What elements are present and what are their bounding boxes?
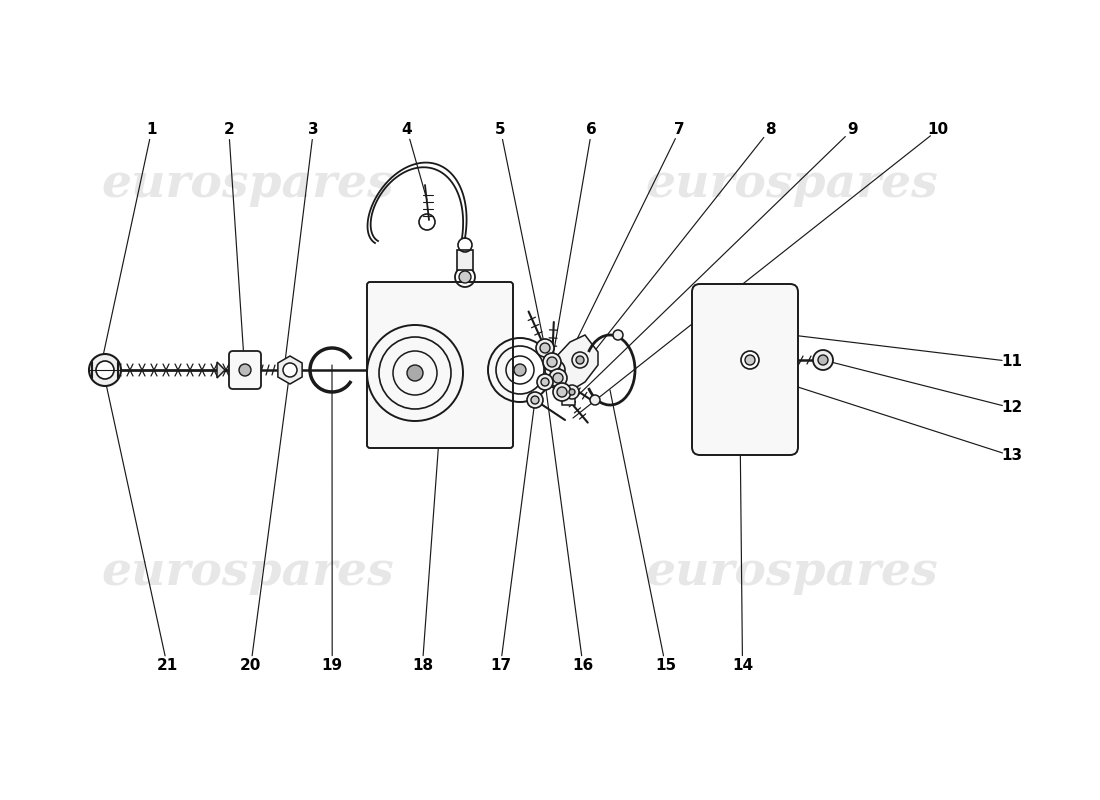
Text: 18: 18	[411, 658, 433, 673]
Circle shape	[547, 357, 557, 367]
Text: 8: 8	[764, 122, 776, 137]
Circle shape	[818, 355, 828, 365]
Circle shape	[89, 354, 121, 386]
FancyBboxPatch shape	[692, 284, 798, 455]
Circle shape	[537, 374, 553, 390]
Text: 5: 5	[495, 122, 506, 137]
Text: 2: 2	[223, 122, 234, 137]
Circle shape	[239, 364, 251, 376]
Text: 10: 10	[927, 122, 949, 137]
Circle shape	[741, 351, 759, 369]
Text: 19: 19	[321, 658, 343, 673]
Circle shape	[553, 383, 571, 401]
Circle shape	[407, 365, 424, 381]
Circle shape	[557, 387, 566, 397]
Circle shape	[459, 271, 471, 283]
Text: 7: 7	[674, 122, 685, 137]
Circle shape	[745, 355, 755, 365]
Circle shape	[572, 352, 588, 368]
Circle shape	[613, 330, 623, 340]
Text: 4: 4	[402, 122, 412, 137]
Text: eurospares: eurospares	[646, 549, 938, 595]
Circle shape	[550, 365, 560, 375]
Text: eurospares: eurospares	[646, 161, 938, 207]
Circle shape	[549, 369, 566, 387]
Circle shape	[531, 396, 539, 404]
Circle shape	[813, 350, 833, 370]
Text: 20: 20	[240, 658, 262, 673]
Circle shape	[543, 353, 561, 371]
Circle shape	[514, 364, 526, 376]
Circle shape	[565, 385, 579, 399]
Circle shape	[283, 363, 297, 377]
Bar	[456, 250, 473, 270]
FancyBboxPatch shape	[367, 282, 513, 448]
Circle shape	[576, 356, 584, 364]
Polygon shape	[556, 335, 598, 405]
Text: 12: 12	[1001, 401, 1023, 415]
Circle shape	[540, 343, 550, 353]
Text: 15: 15	[654, 658, 676, 673]
Polygon shape	[217, 362, 226, 378]
Circle shape	[96, 361, 114, 379]
Circle shape	[590, 395, 600, 405]
Text: 1: 1	[146, 122, 157, 137]
Text: eurospares: eurospares	[101, 161, 394, 207]
Text: 11: 11	[1001, 354, 1023, 369]
Circle shape	[541, 378, 549, 386]
Polygon shape	[278, 356, 303, 384]
Text: 14: 14	[732, 658, 754, 673]
Text: 6: 6	[586, 122, 597, 137]
Text: eurospares: eurospares	[101, 549, 394, 595]
Circle shape	[536, 339, 554, 357]
Text: 9: 9	[847, 122, 858, 137]
Circle shape	[569, 389, 575, 395]
Text: 3: 3	[308, 122, 319, 137]
Text: 21: 21	[156, 658, 178, 673]
Text: 13: 13	[1001, 449, 1023, 463]
Circle shape	[527, 392, 543, 408]
Text: 17: 17	[490, 658, 512, 673]
FancyBboxPatch shape	[229, 351, 261, 389]
Text: 16: 16	[572, 658, 594, 673]
Circle shape	[553, 373, 563, 383]
